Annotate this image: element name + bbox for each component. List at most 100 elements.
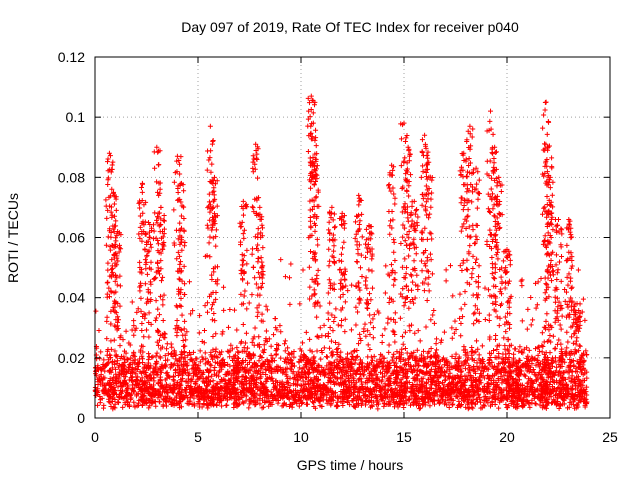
data-point xyxy=(199,370,205,376)
data-point xyxy=(392,390,398,396)
data-point xyxy=(296,403,302,409)
data-point xyxy=(155,162,161,168)
data-point xyxy=(427,403,433,409)
data-point xyxy=(455,404,461,410)
data-point xyxy=(209,141,215,147)
data-point xyxy=(263,371,269,377)
data-point xyxy=(342,329,348,335)
data-point xyxy=(168,341,174,347)
data-point xyxy=(271,332,277,338)
data-point xyxy=(331,318,337,324)
data-point xyxy=(136,231,142,237)
data-point xyxy=(537,402,543,408)
data-point xyxy=(522,373,528,379)
data-point xyxy=(356,341,362,347)
data-point xyxy=(427,373,433,379)
data-point xyxy=(382,326,388,332)
data-point xyxy=(294,401,300,407)
data-point xyxy=(238,224,244,230)
data-point xyxy=(225,324,231,330)
data-point xyxy=(287,275,293,281)
data-point xyxy=(178,213,184,219)
data-point xyxy=(307,249,313,255)
data-point xyxy=(442,401,448,407)
data-point xyxy=(206,157,212,163)
data-point xyxy=(434,347,440,353)
data-point xyxy=(442,398,448,404)
data-point xyxy=(392,339,398,345)
data-point xyxy=(433,341,439,347)
data-point xyxy=(470,397,476,403)
data-point xyxy=(569,334,575,340)
data-point xyxy=(533,401,539,407)
data-point xyxy=(112,213,118,219)
data-point xyxy=(240,212,246,218)
data-point xyxy=(240,358,246,364)
data-point xyxy=(370,325,376,331)
data-point xyxy=(210,334,216,340)
data-point xyxy=(380,384,386,390)
data-point xyxy=(311,287,317,293)
data-point xyxy=(155,306,161,312)
data-point xyxy=(239,257,245,263)
data-point xyxy=(348,327,354,333)
data-point xyxy=(371,353,377,359)
data-point xyxy=(370,378,376,384)
data-point xyxy=(382,381,388,387)
data-point xyxy=(113,238,119,244)
data-point xyxy=(345,288,351,294)
data-point xyxy=(213,227,219,233)
data-point xyxy=(223,403,229,409)
data-point xyxy=(453,351,459,357)
data-point xyxy=(139,327,145,333)
data-point xyxy=(181,216,187,222)
data-point xyxy=(321,322,327,328)
data-point xyxy=(300,400,306,406)
data-point xyxy=(182,281,188,287)
data-point xyxy=(213,289,219,295)
data-point xyxy=(240,258,246,264)
data-point xyxy=(434,336,440,342)
data-point xyxy=(160,242,166,248)
data-point xyxy=(257,401,263,407)
data-point xyxy=(349,282,355,288)
data-point xyxy=(584,352,590,358)
data-point xyxy=(541,339,547,345)
data-point xyxy=(556,406,562,412)
data-point xyxy=(207,254,213,260)
data-point xyxy=(207,209,213,215)
data-point xyxy=(210,138,216,144)
data-point xyxy=(179,312,185,318)
data-point xyxy=(528,295,534,301)
data-point xyxy=(105,279,111,285)
data-point xyxy=(532,400,538,406)
data-point xyxy=(227,307,233,313)
data-point xyxy=(210,378,216,384)
data-point xyxy=(204,309,210,315)
data-point xyxy=(550,333,556,339)
data-point xyxy=(239,219,245,225)
data-point xyxy=(139,180,145,186)
data-point xyxy=(421,348,427,354)
data-point xyxy=(324,354,330,360)
data-point xyxy=(417,338,423,344)
data-point xyxy=(293,387,299,393)
data-point xyxy=(105,181,111,187)
data-point xyxy=(438,394,444,400)
data-point xyxy=(446,404,452,410)
data-point xyxy=(459,368,465,374)
data-point xyxy=(148,372,154,378)
data-point xyxy=(394,356,400,362)
data-point xyxy=(113,353,119,359)
data-point xyxy=(176,276,182,282)
data-point xyxy=(325,316,331,322)
data-point xyxy=(449,335,455,341)
data-point xyxy=(441,329,447,335)
data-point xyxy=(175,363,181,369)
data-point xyxy=(140,210,146,216)
data-point xyxy=(137,259,143,265)
data-point xyxy=(528,322,534,328)
data-point xyxy=(303,329,309,335)
data-point xyxy=(134,380,140,386)
